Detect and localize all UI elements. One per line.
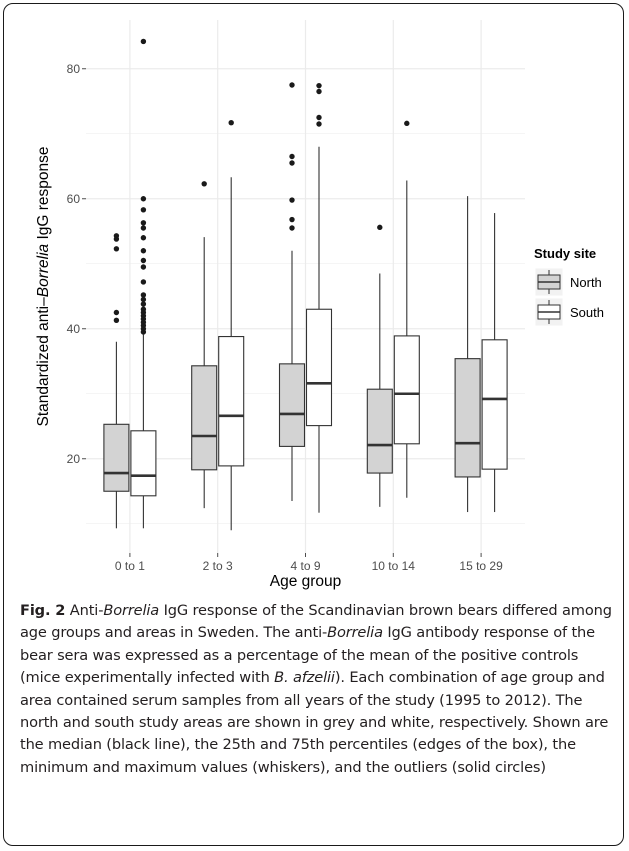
outlier-point xyxy=(289,153,295,160)
box-north-4-to-9 xyxy=(278,82,306,501)
x-axis-title: Age group xyxy=(270,573,342,590)
iqr-box xyxy=(130,430,157,497)
outlier-point xyxy=(140,264,147,270)
axes-layer: 20 40 60 80 0 to 1 2 to 3 4 to 9 10 to 14 15 to … xyxy=(35,62,503,590)
iqr-box xyxy=(103,423,130,492)
x-tick-label: 2 to 3 xyxy=(203,559,233,573)
grid-layer xyxy=(86,20,525,553)
legend-item-south: South xyxy=(534,297,604,327)
iqr-box xyxy=(278,363,306,447)
box-north-0-to-1 xyxy=(103,233,130,529)
outlier-point xyxy=(289,197,295,203)
outlier-point xyxy=(140,248,147,254)
iqr-box xyxy=(393,335,420,445)
outlier-point xyxy=(201,181,207,187)
legend-title: Study site xyxy=(534,246,596,261)
y-tick-label: 40 xyxy=(67,322,81,336)
box-north-2-to-3 xyxy=(191,181,218,509)
outlier-point xyxy=(140,301,147,307)
x-tick-label: 0 to 1 xyxy=(115,559,145,573)
outlier-point xyxy=(316,88,322,95)
box-south-15-to-29 xyxy=(481,213,508,513)
caption-text-segment: IgG response of the Scandinavian brown b… xyxy=(20,602,612,642)
x-tick-label: 15 to 29 xyxy=(459,559,503,573)
caption-text-segment: ). Each combination of age group and are… xyxy=(20,669,609,776)
legend-label: North xyxy=(570,275,602,290)
box-north-15-to-29 xyxy=(454,196,481,513)
legend-item-north: North xyxy=(534,267,602,297)
outlier-point xyxy=(113,246,120,252)
outlier-point xyxy=(140,279,147,285)
outlier-point xyxy=(113,309,120,316)
outlier-point xyxy=(140,196,147,202)
iqr-box xyxy=(218,335,245,467)
outlier-point xyxy=(289,225,295,231)
outlier-point xyxy=(289,160,295,166)
iqr-box xyxy=(481,339,508,470)
iqr-box xyxy=(191,365,218,471)
outlier-point xyxy=(316,114,322,121)
figure-caption: Fig. 2 Anti-Borrelia IgG response of the… xyxy=(20,600,612,779)
y-axis-title-part: IgG response xyxy=(35,146,52,243)
legend: Study site North South xyxy=(534,246,604,327)
outlier-point xyxy=(140,306,147,312)
box-north-10-to-14 xyxy=(366,224,393,507)
caption-text-segment: IgG antibody response of the bear sera w… xyxy=(20,624,595,687)
outlier-point xyxy=(140,235,147,241)
iqr-box xyxy=(454,358,481,478)
outlier-point xyxy=(316,82,322,89)
box-south-2-to-3 xyxy=(218,120,245,531)
outlier-point xyxy=(113,317,120,323)
box-south-4-to-9 xyxy=(305,82,333,513)
outlier-point xyxy=(289,216,295,223)
y-tick-label: 20 xyxy=(67,452,81,466)
box-south-10-to-14 xyxy=(393,120,420,498)
iqr-box xyxy=(366,388,393,474)
outlier-point xyxy=(140,225,147,231)
outlier-point xyxy=(140,38,147,45)
outlier-point xyxy=(140,207,147,213)
outlier-point xyxy=(140,292,147,298)
box-south-0-to-1 xyxy=(130,38,157,529)
outlier-point xyxy=(140,296,147,303)
caption-italic-term: Borrelia xyxy=(103,602,160,619)
outlier-point xyxy=(140,257,147,264)
outlier-point xyxy=(140,220,147,226)
caption-italic-term: B. afzelii xyxy=(274,669,335,687)
outlier-point xyxy=(113,233,120,239)
y-axis-title-part: Standardized anti– xyxy=(35,297,52,427)
x-tick-label: 4 to 9 xyxy=(290,559,320,573)
outlier-point xyxy=(289,82,295,88)
y-tick-label: 60 xyxy=(67,192,81,206)
boxes-layer xyxy=(103,38,508,531)
legend-label: South xyxy=(570,305,604,320)
outlier-point xyxy=(228,120,234,126)
outlier-point xyxy=(377,224,383,231)
boxplot-chart: 20 40 60 80 0 to 1 2 to 3 4 to 9 10 to 14 15 to … xyxy=(35,20,604,590)
x-tick-label: 10 to 14 xyxy=(372,559,416,573)
iqr-box xyxy=(305,308,333,427)
y-axis-title: Standardized anti–Borrelia IgG response xyxy=(35,146,52,426)
y-tick-label: 80 xyxy=(67,62,81,76)
outlier-point xyxy=(404,120,410,127)
figure-label: Fig. 2 xyxy=(20,602,66,619)
caption-text: Anti-Borrelia IgG response of the Scandi… xyxy=(20,602,612,776)
caption-text-segment: Anti- xyxy=(65,602,104,619)
caption-italic-term: Borrelia xyxy=(327,624,383,642)
y-axis-title-part: Borrelia xyxy=(35,243,52,297)
outlier-point xyxy=(316,121,322,127)
